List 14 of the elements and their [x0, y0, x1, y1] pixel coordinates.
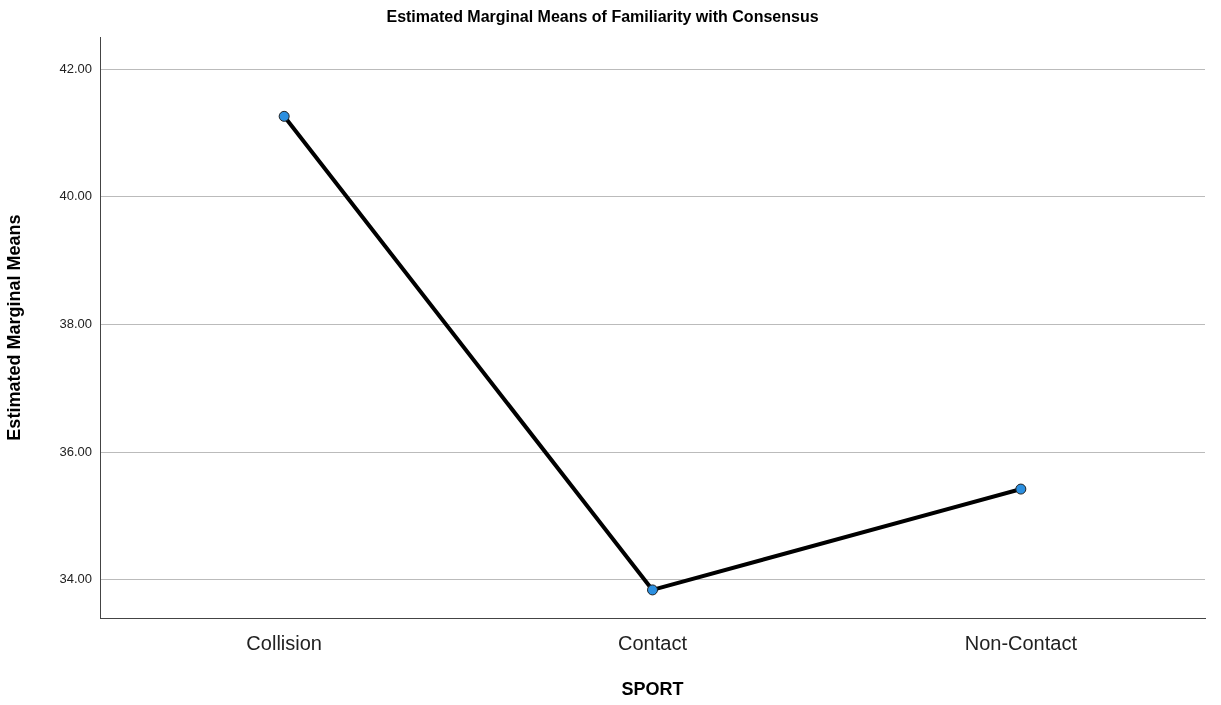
x-tick-label: Collision: [246, 631, 322, 654]
y-axis-title: Estimated Marginal Means: [3, 214, 24, 441]
point: [278, 110, 290, 122]
y-tick-label: 42.00: [59, 60, 92, 76]
y-tick-label: 34.00: [59, 571, 92, 587]
x-tick-label: Non-Contact: [964, 631, 1078, 654]
chart-title: Estimated Marginal Means of Familiarity with Consensus: [386, 8, 819, 26]
point: [647, 584, 658, 596]
y-tick-label: 36.00: [59, 443, 92, 459]
y-tick-label: 40.00: [59, 188, 92, 204]
y-tick-label: 38.00: [59, 315, 92, 331]
point: [1015, 483, 1027, 495]
x-axis-title: SPORT: [621, 679, 684, 700]
x-tick-label: Contact: [618, 631, 688, 654]
